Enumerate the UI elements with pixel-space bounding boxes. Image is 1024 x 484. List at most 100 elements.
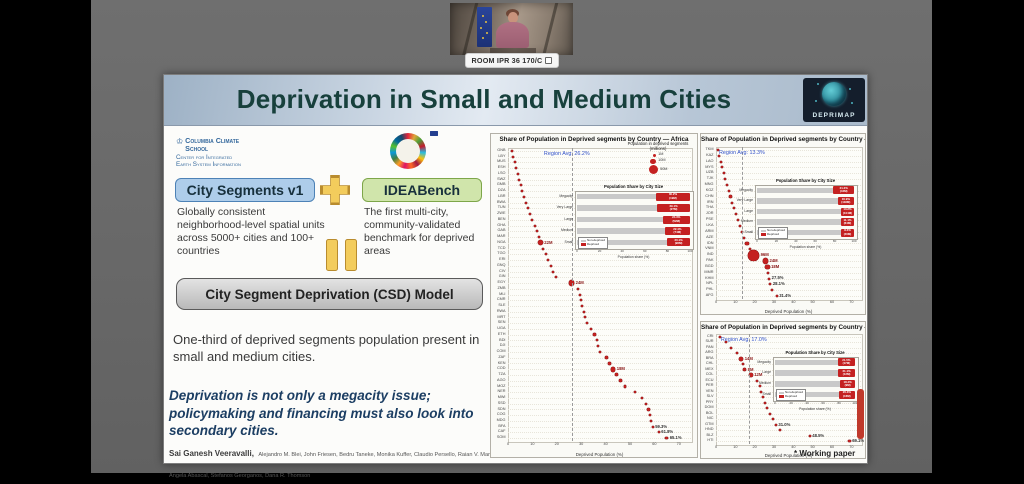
- data-point: [528, 213, 531, 216]
- country-tick-label: ARM: [705, 228, 714, 233]
- data-point: [748, 373, 753, 378]
- x-tick-label: 50: [627, 442, 633, 446]
- country-tick-label: SLE: [498, 303, 506, 308]
- data-point: [644, 402, 647, 405]
- x-tick-label: 60: [652, 442, 657, 446]
- data-point: [589, 327, 593, 331]
- country-tick-label: COG: [496, 412, 506, 417]
- inset-bar-deprived: 30.2% (19M): [655, 193, 690, 201]
- gridline: [716, 249, 861, 251]
- country-tick-label: LKA: [706, 223, 714, 228]
- x-tick-label: 60: [829, 300, 835, 304]
- country-tick-label: ZAF: [498, 354, 506, 359]
- gridline: [716, 435, 861, 437]
- gridline: [716, 424, 861, 426]
- country-tick-label: EGY: [497, 280, 506, 285]
- gridline: [508, 271, 691, 273]
- inset-row-label: Megacity: [739, 187, 753, 192]
- ideabench-description: The first multi-city, community-validate…: [364, 206, 475, 258]
- country-tick-label: ZMB: [497, 285, 506, 290]
- data-annotation: 27.5%: [771, 275, 784, 281]
- presenter-face: [507, 12, 518, 23]
- chart-title: Share of Population in Deprived segments…: [701, 324, 865, 331]
- copy-icon[interactable]: [545, 57, 553, 64]
- gridline: [508, 305, 691, 307]
- x-tick-label: 50: [810, 300, 815, 304]
- gridline: [716, 430, 861, 432]
- data-point: [775, 295, 778, 298]
- gridline: [508, 346, 691, 348]
- data-point: [648, 414, 651, 417]
- data-annotation: 65.1%: [669, 435, 682, 441]
- data-point: [755, 379, 758, 382]
- inset-bar-deprived: 13.2% (104M): [841, 207, 854, 216]
- data-point: [727, 189, 730, 192]
- inset-x-tick: 60: [643, 248, 647, 253]
- size-legend-item: 10M: [624, 159, 692, 164]
- data-point: [725, 184, 728, 186]
- data-point: [549, 264, 552, 267]
- data-annotation: 24M: [575, 279, 584, 285]
- data-point: [848, 440, 851, 443]
- gridline: [716, 173, 861, 175]
- inset-x-tick: 20: [789, 400, 793, 405]
- inset-bar-deprived: 20.3% (16M): [838, 391, 855, 399]
- inset-row-label: Small: [744, 229, 753, 234]
- slide-title: Deprivation in Small and Medium Cities: [236, 84, 732, 114]
- country-tick-label: GHA: [497, 222, 506, 227]
- data-annotation: 22M: [544, 239, 553, 245]
- country-tick-label: AGO: [497, 377, 506, 382]
- scrollbar-thumb[interactable]: [857, 389, 864, 439]
- data-point: [605, 356, 609, 360]
- data-annotation: 48.5%: [812, 432, 825, 438]
- inset-bar-deprived: 11.1% (64M): [841, 218, 854, 227]
- country-tick-label: TCD: [497, 245, 506, 250]
- gridline: [716, 167, 861, 169]
- data-point: [764, 401, 767, 404]
- data-point: [764, 264, 770, 270]
- country-tick-label: BOL: [705, 410, 714, 415]
- gridline: [508, 386, 691, 388]
- data-annotation: 96M: [760, 252, 769, 258]
- inset-x-tick: 40: [620, 248, 624, 253]
- data-annotation: 8M: [747, 366, 754, 372]
- data-point: [554, 276, 557, 279]
- x-tick-label: 50: [810, 445, 815, 449]
- gridline: [508, 403, 691, 405]
- inset-row-label: Very Large: [736, 198, 753, 203]
- inset-bar-track: [757, 198, 854, 204]
- data-point: [583, 316, 586, 319]
- country-tick-label: KGZ: [705, 187, 714, 192]
- inset-x-axis-label: Population share (%): [789, 245, 822, 249]
- country-tick-label: IDN: [706, 240, 714, 245]
- country-tick-label: COL: [705, 372, 714, 377]
- gridline: [716, 441, 861, 443]
- inset-chart: Population Share by City Size Megacity 30.…: [551, 184, 694, 260]
- x-tick-label: 70: [849, 445, 854, 449]
- eu-flag: [477, 7, 492, 47]
- data-point: [598, 350, 601, 353]
- data-point: [533, 224, 536, 227]
- data-point: [719, 160, 722, 163]
- data-point: [623, 385, 627, 388]
- x-tick-label: 30: [579, 442, 584, 446]
- data-point: [745, 241, 749, 246]
- data-point: [737, 219, 740, 222]
- data-point: [768, 277, 771, 280]
- size-legend-title: Population in deprived segments (million…: [627, 141, 689, 151]
- gridline: [508, 254, 691, 256]
- inset-row-label: Medium: [740, 219, 753, 224]
- country-tick-label: GTM: [705, 421, 714, 426]
- country-tick-label: TKM: [705, 147, 714, 152]
- deprimap-logo: DEPRIMAP: [803, 78, 865, 122]
- gridline: [716, 278, 861, 280]
- data-point: [735, 213, 738, 216]
- data-point: [808, 434, 811, 437]
- inset-x-tick: 60: [813, 238, 817, 243]
- size-legend-label: 10M: [658, 158, 666, 163]
- country-tick-label: VNM: [705, 246, 714, 251]
- inset-row-label: Medium: [758, 381, 771, 386]
- size-legend-dot: [650, 158, 656, 164]
- inset-bar-deprived: 29.1% (27M): [657, 204, 690, 213]
- gridline: [508, 185, 691, 187]
